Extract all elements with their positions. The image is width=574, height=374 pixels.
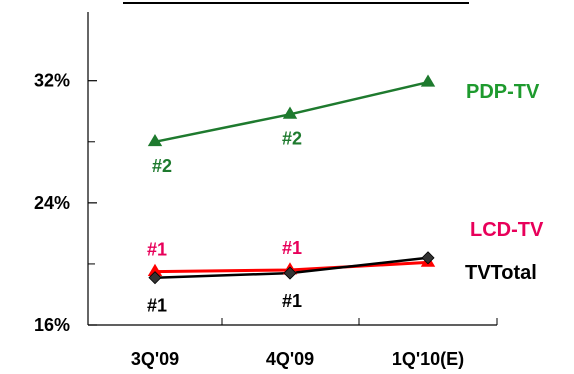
y-tick-label-2: 32% bbox=[34, 71, 70, 91]
series-markers bbox=[147, 74, 436, 285]
rank-label-lcd-tv-1: #1 bbox=[282, 238, 302, 258]
point-tvtotal-0 bbox=[148, 271, 162, 285]
rank-labels: #2 #2 #1 #1 #1 #1 bbox=[147, 128, 302, 315]
y-tick-label-0: 16% bbox=[34, 315, 70, 335]
x-tick-label-1: 4Q'09 bbox=[266, 349, 314, 369]
rank-label-pdp-tv-1: #2 bbox=[282, 128, 302, 148]
y-ticks: 16% 24% 32% bbox=[34, 71, 97, 335]
series-label-pdp-tv: PDP-TV bbox=[466, 81, 540, 103]
y-tick-label-1: 24% bbox=[34, 193, 70, 213]
point-pdp-tv-2 bbox=[420, 74, 436, 87]
point-pdp-tv-1 bbox=[282, 106, 298, 119]
series-label-lcd-tv: LCD-TV bbox=[470, 219, 544, 241]
x-ticks: 3Q'09 4Q'09 1Q'10(E) bbox=[131, 318, 498, 369]
rank-label-tvtotal-0: #1 bbox=[147, 296, 167, 316]
x-tick-label-2: 1Q'10(E) bbox=[392, 349, 464, 369]
rank-label-tvtotal-1: #1 bbox=[282, 291, 302, 311]
point-tvtotal-1 bbox=[283, 266, 297, 280]
series-labels: PDP-TV LCD-TV TVTotal bbox=[465, 81, 544, 284]
rank-label-pdp-tv-0: #2 bbox=[152, 156, 172, 176]
series-label-tvtotal: TVTotal bbox=[465, 262, 537, 284]
x-tick-label-0: 3Q'09 bbox=[131, 349, 179, 369]
rank-label-lcd-tv-0: #1 bbox=[147, 240, 167, 260]
point-tvtotal-2 bbox=[421, 251, 435, 265]
point-pdp-tv-0 bbox=[147, 133, 163, 147]
